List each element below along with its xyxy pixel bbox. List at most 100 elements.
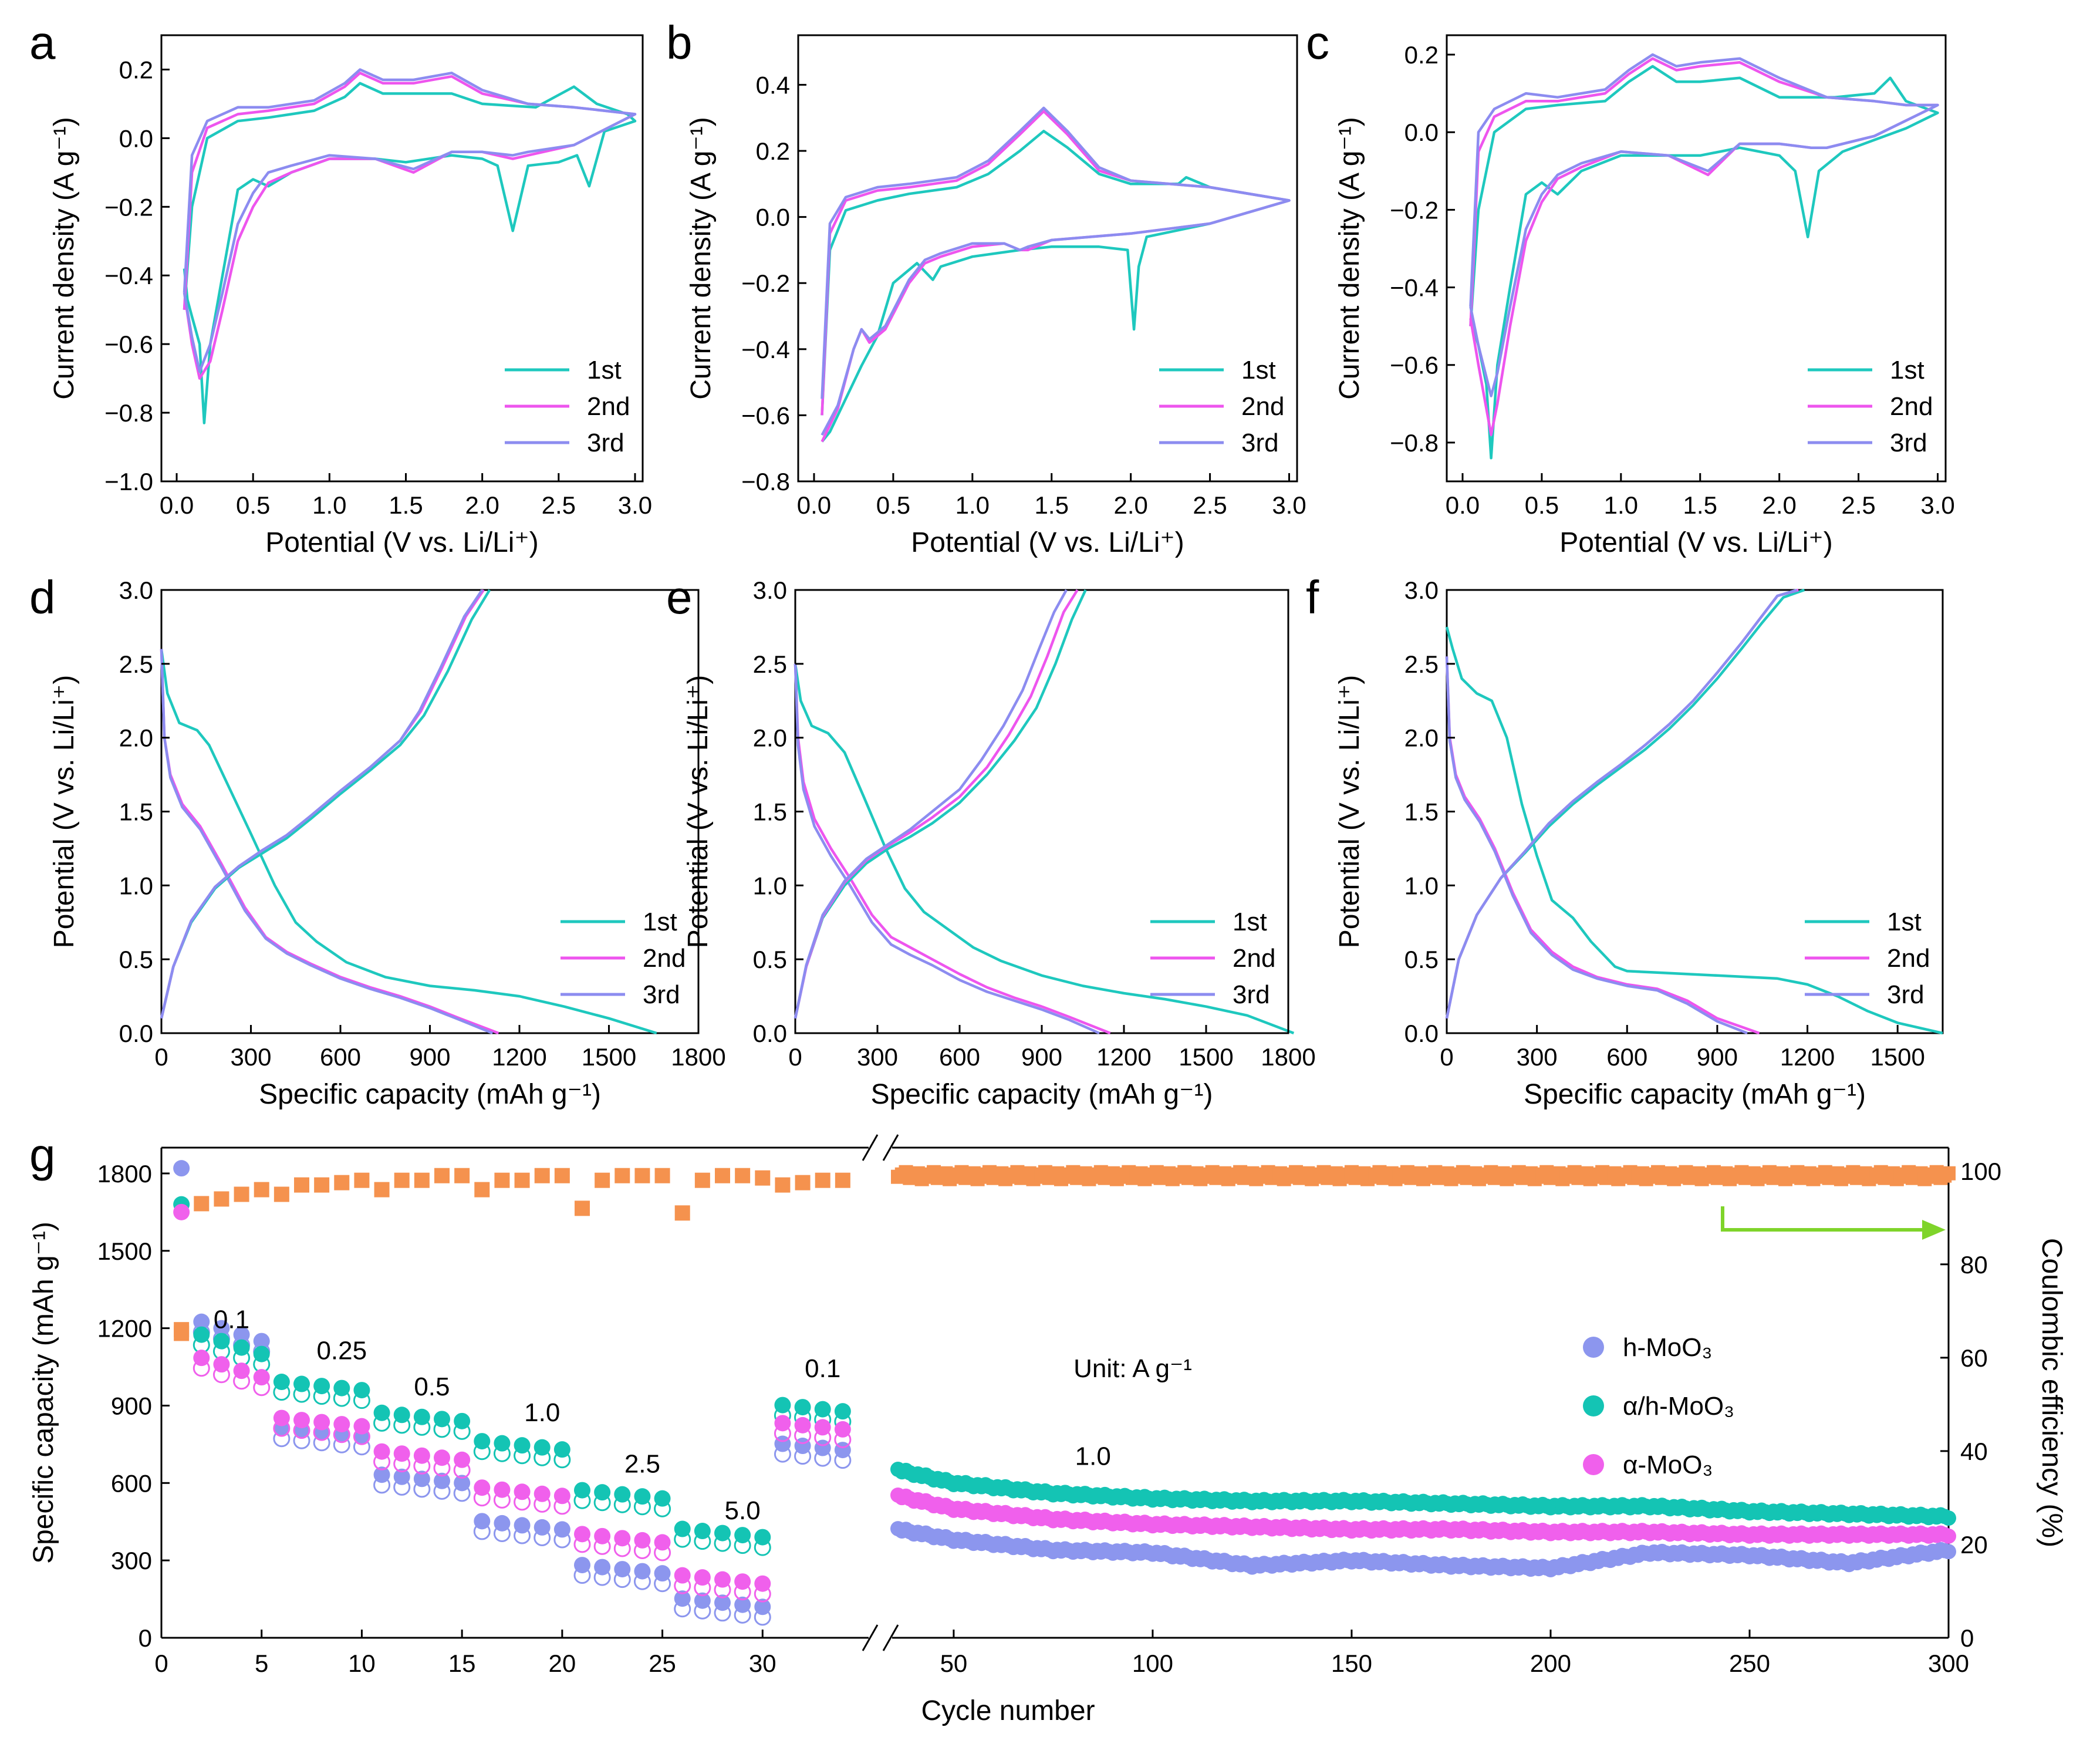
panel-label-d: d — [29, 571, 56, 623]
rate-label: 0.25 — [316, 1336, 367, 1365]
legend-label: 2nd — [587, 392, 630, 421]
y-tick-label: −0.4 — [741, 336, 790, 363]
y-tick-label: −0.2 — [1390, 196, 1439, 224]
ce-marker — [815, 1172, 830, 1188]
y-tick-label: 0.2 — [756, 137, 790, 165]
y-tick-label: −0.8 — [741, 468, 790, 495]
charge-point-alpha-MoO3 — [633, 1542, 651, 1559]
x-tick-label: 0 — [154, 1650, 168, 1677]
charge-point-h-MoO3 — [774, 1445, 791, 1463]
x-tick-label: 200 — [1530, 1650, 1571, 1677]
series-2nd-charge — [1445, 588, 1799, 1019]
charge-point-alpha/h-MoO3 — [373, 1414, 391, 1432]
charge-point-alpha-MoO3 — [453, 1461, 471, 1479]
series-1st — [1469, 65, 1939, 460]
charge-point-alpha/h-MoO3 — [534, 1449, 551, 1466]
charge-point-alpha/h-MoO3 — [413, 1418, 431, 1436]
series-3rd — [183, 68, 637, 373]
series-3rd — [1469, 53, 1939, 397]
y-axis-label: Potential (V vs. Li/Li⁺) — [1334, 675, 1365, 949]
x-tick-label: 250 — [1729, 1650, 1770, 1677]
y2-tick-label: 20 — [1960, 1531, 1988, 1559]
x-tick-label: 300 — [230, 1043, 271, 1071]
series-3rd-discharge — [794, 663, 1100, 1035]
axis-arrow — [1721, 1206, 1931, 1232]
legend-label: 2nd — [1233, 944, 1275, 973]
legend-label: 2nd — [643, 944, 686, 973]
panel-b: 0.0 0.5 1.0 1.5 2.0 2.5 3.0 0.4 0.2 0.0 −0.2 −0.4 −0… — [666, 16, 1306, 558]
charge-point-alpha/h-MoO3 — [333, 1389, 350, 1407]
x-tick-label: 1200 — [1096, 1043, 1151, 1071]
y2-tick-label: 0 — [1960, 1624, 1974, 1652]
y-tick-label: 1.5 — [1404, 798, 1439, 826]
series-3rd-charge — [160, 589, 484, 1019]
series-2nd-discharge — [1445, 656, 1760, 1035]
x-tick-label: 1500 — [1870, 1043, 1924, 1071]
y-tick-label: 0.0 — [753, 1020, 787, 1047]
y-tick-label: 0 — [139, 1624, 152, 1652]
ce-marker — [755, 1170, 771, 1186]
ce-marker — [474, 1182, 490, 1198]
charge-point-alpha/h-MoO3 — [633, 1498, 651, 1516]
charge-point-h-MoO3 — [573, 1567, 591, 1584]
rate-label: 0.1 — [214, 1306, 249, 1334]
x-axis-label: Potential (V vs. Li/Li⁺) — [265, 527, 539, 558]
panel-label-a: a — [29, 16, 56, 69]
charge-point-h-MoO3 — [794, 1448, 812, 1465]
x-axis-label: Cycle number — [921, 1695, 1095, 1726]
charge-point-h-MoO3 — [553, 1531, 571, 1549]
charge-point-alpha-MoO3 — [593, 1537, 611, 1555]
y-tick-label: −0.6 — [741, 402, 790, 429]
y-tick-label: 2.5 — [119, 650, 153, 678]
charge-point-h-MoO3 — [413, 1480, 431, 1498]
x-tick-label: 2.5 — [542, 491, 576, 519]
y-tick-label: 1.5 — [753, 798, 787, 826]
x-tick-label: 0.0 — [797, 491, 831, 519]
legend-label: h-MoO₃ — [1623, 1333, 1712, 1362]
ce-marker — [254, 1182, 269, 1198]
charge-point-h-MoO3 — [393, 1478, 411, 1496]
series-1st-discharge — [794, 663, 1295, 1035]
legend-label: 2nd — [1241, 392, 1284, 421]
charge-point-alpha-MoO3 — [313, 1424, 330, 1441]
axis-break-mark — [882, 1624, 899, 1651]
x-tick-label: 300 — [857, 1043, 898, 1071]
x-tick-label: 0.5 — [1525, 491, 1559, 519]
series-1st — [183, 82, 637, 424]
capacity-point-alpha/h-MoO3 — [1941, 1510, 1956, 1526]
axis-arrow-head — [1922, 1220, 1946, 1240]
legend-marker — [1583, 1395, 1604, 1416]
ce-marker — [634, 1168, 650, 1183]
x-tick-label: 0 — [1440, 1043, 1453, 1071]
charge-point-h-MoO3 — [353, 1438, 370, 1456]
x-tick-label: 2.5 — [1841, 491, 1875, 519]
x-tick-label: 50 — [940, 1650, 968, 1677]
series-2nd-discharge — [160, 649, 499, 1035]
x-tick-label: 15 — [448, 1650, 476, 1677]
charge-point-h-MoO3 — [453, 1485, 471, 1502]
x-tick-label: 600 — [939, 1043, 980, 1071]
charge-point-alpha/h-MoO3 — [654, 1500, 671, 1517]
unit-label: Unit: A g⁻¹ — [1073, 1354, 1192, 1383]
y-tick-label: 2.0 — [753, 724, 787, 752]
charge-point-h-MoO3 — [433, 1482, 451, 1500]
legend-label: 3rd — [1887, 980, 1924, 1009]
ce-marker — [614, 1168, 630, 1183]
series-3rd-charge — [1445, 588, 1798, 1019]
y-tick-label: 1.0 — [1404, 872, 1439, 899]
charge-point-alpha/h-MoO3 — [453, 1422, 471, 1440]
charge-point-alpha-MoO3 — [674, 1577, 691, 1594]
ce-marker — [534, 1168, 550, 1183]
x-tick-label: 3.0 — [1272, 491, 1306, 519]
charge-point-alpha-MoO3 — [514, 1493, 531, 1511]
charge-point-alpha-MoO3 — [233, 1372, 251, 1390]
y-tick-label: 1.0 — [753, 872, 787, 899]
x-tick-label: 1200 — [492, 1043, 546, 1071]
y-tick-label: 1.0 — [119, 872, 153, 899]
x-tick-label: 1.5 — [1683, 491, 1717, 519]
ce-marker — [494, 1172, 510, 1188]
ce-marker — [214, 1191, 229, 1207]
ce-marker — [795, 1175, 811, 1190]
legend-label: 3rd — [1233, 980, 1270, 1009]
charge-point-alpha/h-MoO3 — [714, 1534, 731, 1552]
